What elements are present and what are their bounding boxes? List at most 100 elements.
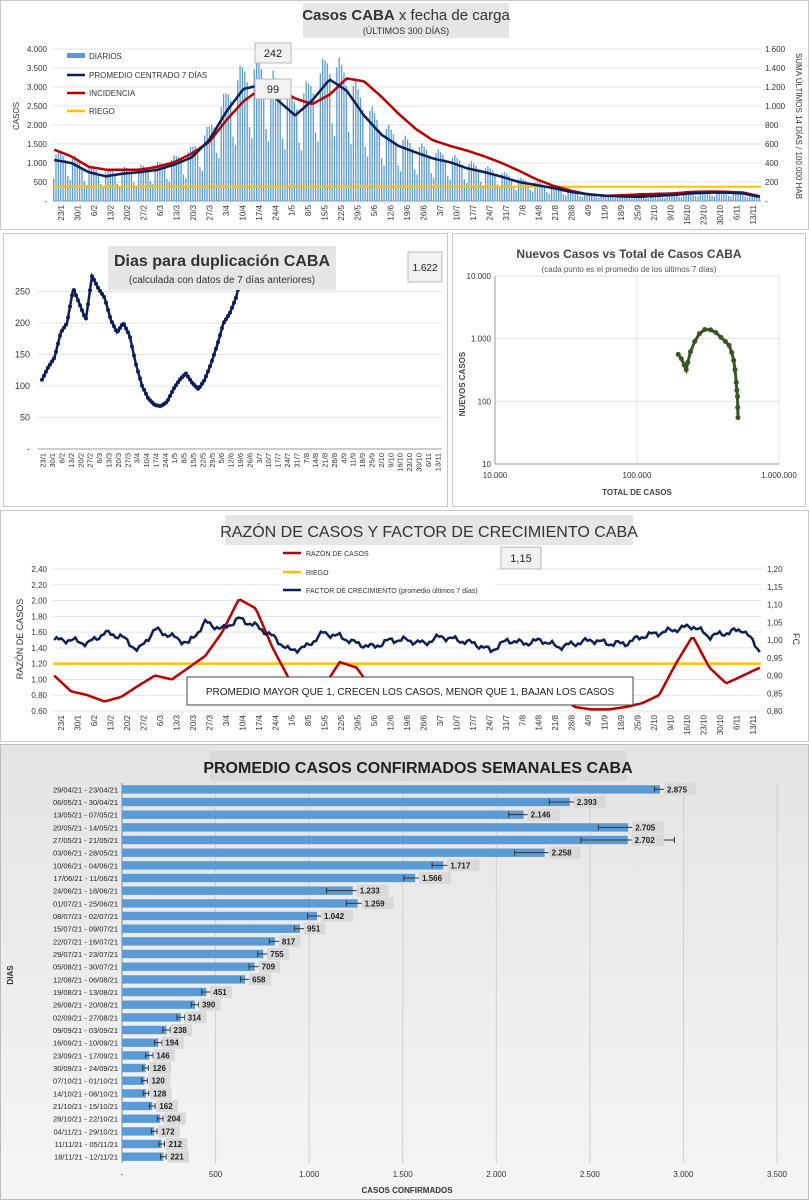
daily-bar [739,192,742,201]
category-label: 30/09/21 - 24/09/21 [53,1064,118,1073]
bar [122,797,570,807]
daily-bar [241,67,244,201]
value-label-box [447,859,480,872]
daily-bar [357,89,359,201]
data-point [46,365,50,370]
daily-bar [338,57,340,202]
razon-y-axis-label: RAZÓN DE CASOS [15,599,25,680]
daily-bar [373,113,376,201]
daily-bar [720,191,723,201]
daily-bar [348,131,350,201]
daily-bar [702,190,704,201]
x-tick-label: 30/1 [48,453,57,468]
daily-bar [407,139,409,201]
x-tick-label: 8/5 [304,714,313,726]
value-label: 951 [307,925,321,934]
x-tick-label: 31/7 [292,453,301,468]
bar [122,810,524,819]
daily-bar [418,146,421,201]
x-tick-label: 3/4 [222,714,231,726]
category-label: 28/10/21 - 22/10/21 [53,1115,118,1124]
category-label: 21/10/21 - 15/10/21 [53,1102,118,1111]
x-tick-label: 5/6 [370,204,379,216]
nvt-x-axis-label: TOTAL DE CASOS [602,488,672,497]
daily-bar [753,194,756,201]
y-tick-label: 2.000 [27,121,48,130]
daily-bar [513,187,515,201]
data-point [200,381,204,386]
daily-bar [109,170,111,201]
daily-bar [423,146,425,201]
daily-bar [248,127,251,201]
daily-bar [319,73,321,201]
category-label: 11/11/21 - 05/11/21 [55,1140,118,1149]
y2-tick-label: 1,15 [767,583,783,592]
x-tick-label: 17/4 [255,204,264,220]
daily-bar [171,159,173,201]
data-point [52,356,56,361]
daily-bar [199,167,201,201]
daily-bar [496,184,498,201]
x-tick-label: 17/4 [151,453,160,468]
daily-bar [576,192,579,201]
daily-bar [116,183,119,201]
razon-title-box [225,515,633,545]
x-tick-label: 1/5 [288,714,297,726]
data-point [166,398,170,402]
daily-bar [95,170,97,201]
x-tick-label: 14/8 [311,453,320,468]
daily-bar [86,184,88,201]
semanales-y-axis-label: DIAS [6,965,15,985]
data-point [226,314,230,319]
daily-bar [154,165,156,201]
daily-bar [468,164,470,201]
x-tick-label: 20/3 [189,204,198,220]
daily-bar [88,168,90,201]
scatter-point [683,367,689,373]
x-tick-label: 3/4 [222,204,231,216]
daily-bar [208,126,211,201]
daily-bar [71,158,74,201]
bar [122,1063,146,1073]
value-label-box [267,948,289,960]
daily-bar [643,196,645,201]
x-tick-label: 22/5 [337,204,346,220]
daily-bar [411,148,414,201]
category-label: 02/09/21 - 27/08/21 [53,1013,118,1022]
scatter-point [735,415,741,421]
daily-bar [147,169,149,201]
daily-bar [246,82,248,201]
daily-bar [480,181,482,201]
value-label: 658 [252,975,266,984]
data-point [172,386,176,391]
data-point [130,344,134,349]
casos-annotation-2: 99 [267,84,279,96]
daily-bar [562,194,565,201]
data-point [78,303,82,308]
daily-bar [364,146,366,201]
x-tick-label: 6/11 [732,714,741,730]
daily-bar [149,181,152,201]
x-tick-label: 21/8 [321,453,330,468]
daily-bar [336,67,338,201]
y-tick-label: 50 [20,413,30,423]
daily-bar [522,179,524,201]
data-point [188,377,192,382]
data-point [72,288,76,293]
data-point [60,328,64,333]
daily-bar [635,195,638,201]
daily-bar [746,197,749,201]
daily-bar [458,160,461,201]
x-tick-label: 23/10 [405,453,414,472]
data-point [212,352,216,357]
value-label-box [165,1138,188,1150]
x-tick-label: 16/10 [683,714,692,735]
daily-bar [600,194,602,201]
daily-bar [470,161,473,201]
y-tick-label: 10 [482,460,491,469]
x-tick-label: 28/8 [568,204,577,220]
x-tick-label: 13/11 [749,204,758,224]
casos-promedio-line [53,78,761,199]
value-label: 1.042 [324,912,345,921]
casos-y2-axis-label: SUMA ÚLTIMOS 14 DÍAS / 100.000 HAB [794,53,803,199]
